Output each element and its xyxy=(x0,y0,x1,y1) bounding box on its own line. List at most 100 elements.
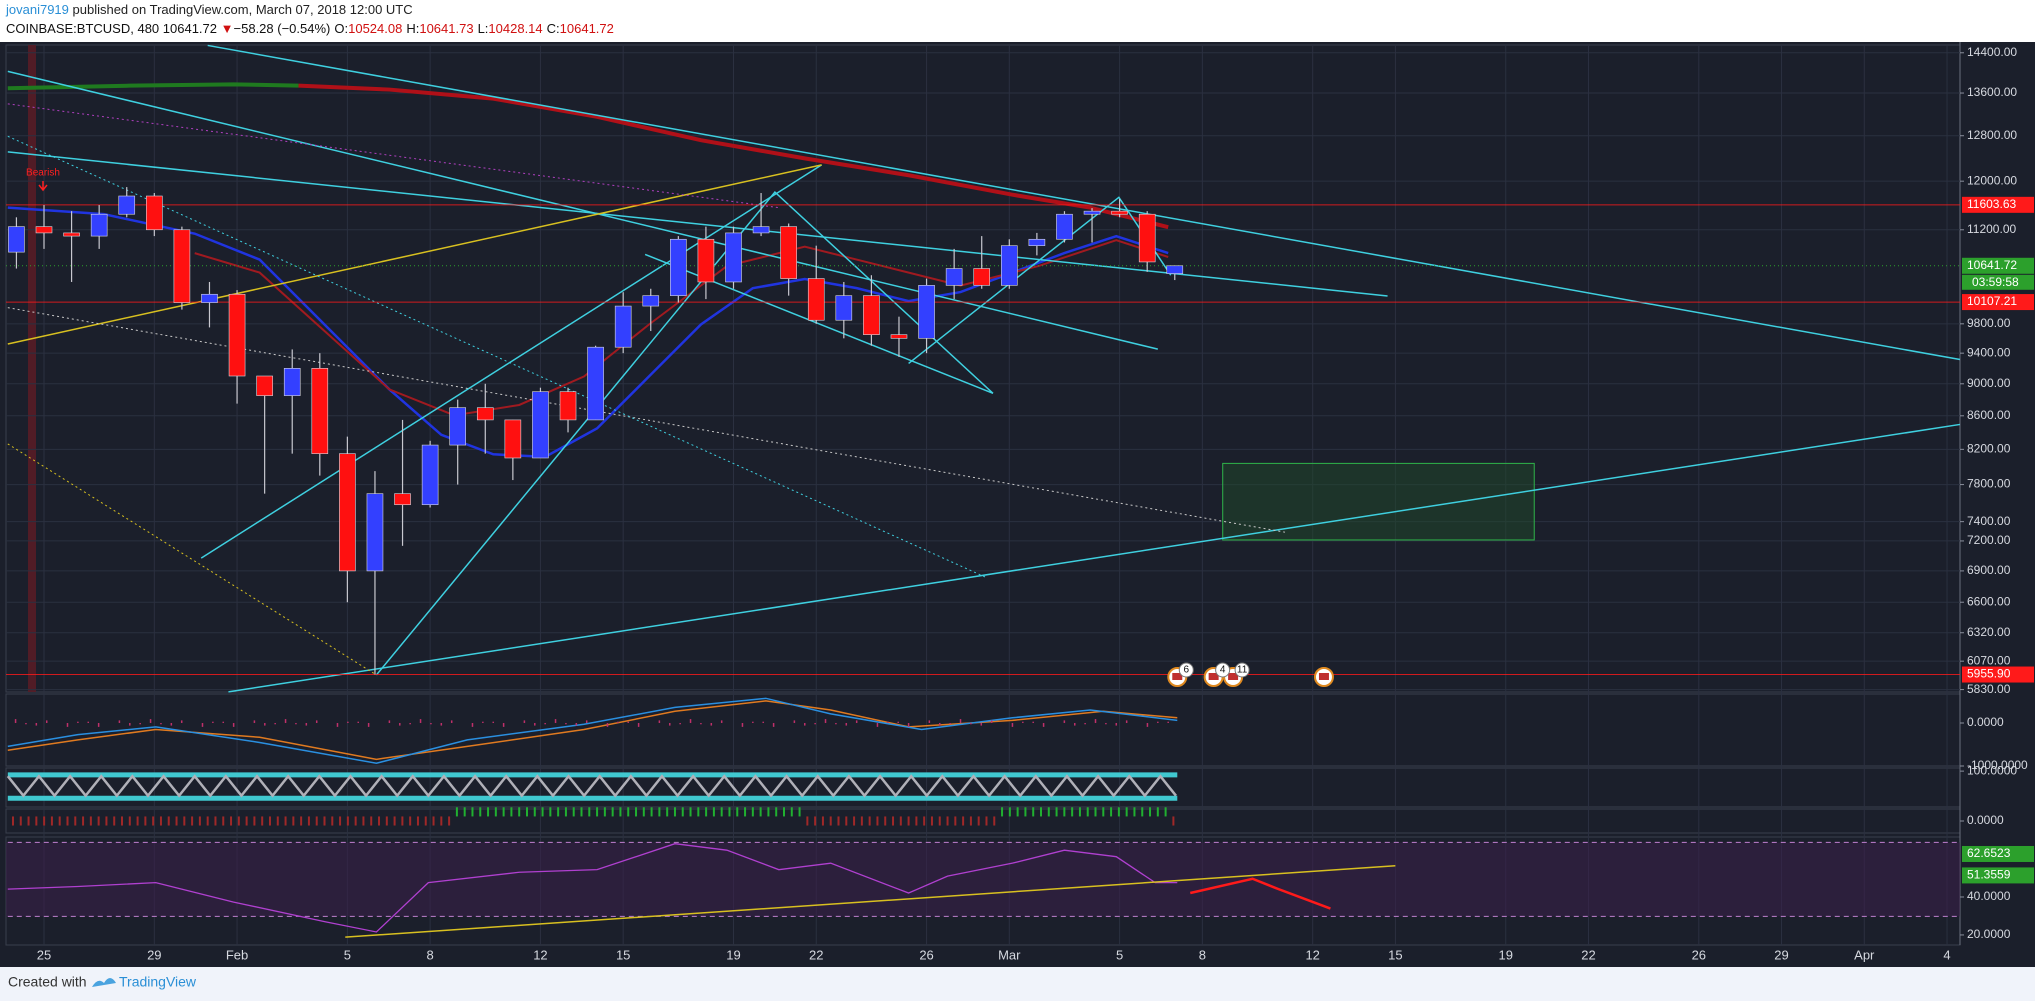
ohlc-value: 10641.73 xyxy=(419,21,473,36)
candle-body xyxy=(863,295,880,335)
header-line-2: COINBASE:BTCUSD, 480 10641.72 ▼−58.28 (−… xyxy=(6,21,614,36)
trendline xyxy=(345,865,1396,938)
price-tag xyxy=(1962,196,2034,213)
y-tick-label: 14400.00 xyxy=(1967,45,2017,59)
countdown-tag xyxy=(1962,274,2034,290)
ohlc-label: O: xyxy=(334,21,348,36)
candle-body xyxy=(118,195,136,215)
footer-brand[interactable]: TradingView xyxy=(119,974,197,990)
trendline xyxy=(7,135,987,579)
trendline xyxy=(200,164,823,559)
signal-label: Bearish xyxy=(26,168,60,179)
candle-body xyxy=(339,453,356,572)
time-axis xyxy=(0,945,2035,967)
logo-icon xyxy=(92,978,116,987)
event-count: 6 xyxy=(1184,665,1190,676)
change-arrow: ▼ xyxy=(221,21,234,36)
y-tick-label: 8200.00 xyxy=(1967,442,2011,456)
candle-body xyxy=(642,295,660,307)
price-tag xyxy=(1962,845,2034,862)
rsi-line xyxy=(7,843,1178,933)
candle-body xyxy=(146,195,163,231)
author[interactable]: jovani7919 xyxy=(5,2,69,17)
y-tick-label: 9400.00 xyxy=(1967,345,2011,359)
price-tag-label: 10641.72 xyxy=(1967,258,2017,272)
y-tick-label: 6900.00 xyxy=(1967,563,2011,577)
trendline xyxy=(7,164,822,345)
candle-body xyxy=(90,213,108,237)
y-tick-label: 12000.00 xyxy=(1967,173,2017,187)
symbol: COINBASE:BTCUSD, 480 xyxy=(6,21,159,36)
candle-body xyxy=(366,493,384,572)
candle-body xyxy=(559,391,577,421)
ma-fast xyxy=(7,206,1169,459)
event-flag-stripes xyxy=(1318,673,1329,680)
candle-body xyxy=(918,285,935,339)
y-tick-label: 6320.00 xyxy=(1967,625,2011,639)
candle-body xyxy=(1083,210,1101,215)
ohlc-value: 10524.08 xyxy=(348,21,402,36)
price-tag xyxy=(1962,294,2034,311)
price-tag xyxy=(1962,867,2034,884)
pane xyxy=(5,693,1961,767)
y-tick-label: 7800.00 xyxy=(1967,477,2011,491)
ohlc-label: H: xyxy=(406,21,419,36)
candle-body xyxy=(945,268,963,286)
macd-line xyxy=(7,697,1178,764)
y-tick-label: 9000.00 xyxy=(1967,376,2011,390)
x-tick-label: 25 xyxy=(37,947,51,962)
event-badge xyxy=(1234,662,1250,678)
y-tick-label: 20.0000 xyxy=(1967,927,2011,941)
price-tag-label: 10107.21 xyxy=(1967,294,2017,308)
chart: 14400.00 13600.00 12800.00 12000.00 11200.00… xyxy=(5,42,2034,962)
y-tick-label: 6600.00 xyxy=(1967,594,2011,608)
candle-body xyxy=(63,232,80,237)
trendline xyxy=(7,151,1388,297)
x-tick-label: 8 xyxy=(427,947,434,962)
projection xyxy=(1189,877,1331,910)
trendline xyxy=(207,44,1961,361)
x-tick-label: 29 xyxy=(1774,947,1788,962)
candle-body xyxy=(256,375,273,396)
x-tick-label: 15 xyxy=(1388,947,1402,962)
x-tick-label: 5 xyxy=(1116,947,1123,962)
candle-body xyxy=(1000,245,1018,286)
trendline xyxy=(7,70,1158,350)
price-tag-label: 51.3559 xyxy=(1967,868,2011,882)
candle-body xyxy=(311,368,329,454)
ohlc-value: 10428.14 xyxy=(488,21,542,36)
x-tick-label: Apr xyxy=(1854,947,1875,962)
x-tick-label: 8 xyxy=(1199,947,1206,962)
x-tick-label: Feb xyxy=(226,947,248,962)
x-tick-label: 29 xyxy=(147,947,161,962)
candle-body xyxy=(449,407,467,446)
y-tick-label: 9800.00 xyxy=(1967,316,2011,330)
x-tick-label: 26 xyxy=(1692,947,1706,962)
y-tick-label: -1000.0000 xyxy=(1967,758,2028,772)
ma-200 xyxy=(7,82,299,91)
ma-200 xyxy=(298,83,1169,230)
candle-body xyxy=(890,334,908,339)
x-tick-label: 15 xyxy=(616,947,630,962)
trendline xyxy=(7,307,1286,533)
candle-body xyxy=(504,419,522,459)
candle-body xyxy=(973,268,991,286)
x-tick-label: 4 xyxy=(1943,947,1950,962)
candle-body xyxy=(228,293,246,377)
trendline xyxy=(228,423,1961,693)
x-tick-label: 22 xyxy=(1581,947,1595,962)
candle-body xyxy=(670,238,687,296)
pane xyxy=(5,808,1961,834)
candle-body xyxy=(807,278,825,321)
ohlc-label: L: xyxy=(478,21,489,36)
candle-body xyxy=(614,305,632,348)
price: 10641.72 xyxy=(163,21,217,36)
price-tag-label: 11603.63 xyxy=(1967,197,2016,211)
pane xyxy=(5,44,1961,693)
ohlc-label: C: xyxy=(547,21,560,36)
stoch-line xyxy=(6,774,1177,798)
signal-arrow xyxy=(38,181,48,192)
y-tick-label: 40.0000 xyxy=(1967,889,2011,903)
price-tag-label: 5955.90 xyxy=(1967,667,2011,681)
